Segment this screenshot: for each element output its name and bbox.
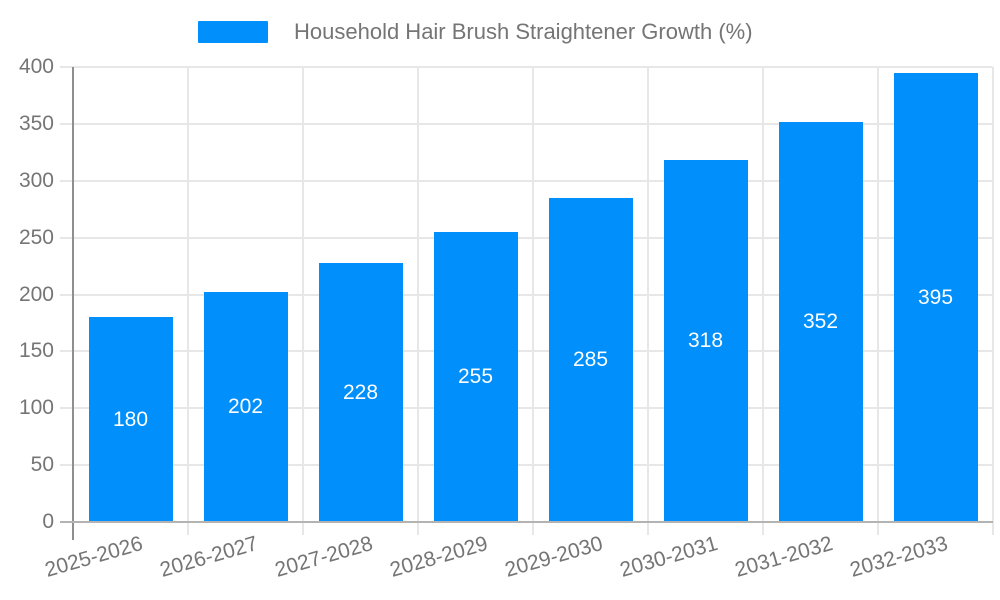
gridline: [762, 67, 764, 535]
gridline: [60, 180, 993, 182]
bar[interactable]: 318: [663, 160, 748, 522]
gridline: [647, 67, 649, 535]
bar[interactable]: 255: [433, 232, 518, 522]
bar[interactable]: 352: [778, 122, 863, 522]
gridline: [992, 67, 994, 535]
gridline: [302, 67, 304, 535]
bar-value-label: 202: [227, 395, 264, 418]
y-tick-label: 350: [18, 112, 54, 135]
gridline: [60, 407, 993, 409]
bar-value-label: 318: [687, 329, 724, 352]
gridline: [60, 237, 993, 239]
bar-value-label: 180: [112, 407, 149, 431]
gridline: [60, 464, 993, 466]
y-tick-label: 150: [18, 339, 54, 362]
bar[interactable]: 202: [203, 292, 288, 522]
bar[interactable]: 285: [548, 198, 633, 522]
gridline: [417, 67, 419, 535]
bar[interactable]: 180: [88, 317, 173, 522]
plot-area: 0 50 100 150 200 250 300 350 400 180 2025-2026 202 2…: [19, 55, 994, 582]
gridline: [60, 350, 993, 352]
bar[interactable]: 228: [318, 263, 403, 522]
gridline: [532, 67, 534, 535]
y-tick-label: 400: [18, 55, 54, 78]
bar-value-label: 352: [802, 310, 839, 333]
y-tick-label: 0: [42, 510, 54, 533]
bar[interactable]: 395: [893, 73, 978, 522]
bar-value-label: 285: [572, 348, 609, 371]
bar-value-label: 255: [457, 365, 494, 388]
y-tick-label: 100: [18, 396, 54, 419]
y-tick-label: 250: [18, 226, 54, 249]
gridline: [60, 66, 993, 68]
gridline: [877, 67, 879, 535]
gridline: [187, 67, 189, 535]
bar-value-label: 395: [917, 285, 954, 309]
y-tick-label: 200: [18, 283, 54, 306]
y-tick-label: 300: [18, 169, 54, 192]
legend-swatch: [198, 21, 268, 43]
bar-value-label: 228: [342, 380, 379, 404]
legend-item[interactable]: Household Hair Brush Straightener Growth…: [198, 19, 753, 45]
legend-label: Household Hair Brush Straightener Growth…: [294, 19, 753, 44]
x-axis-line: [60, 521, 993, 523]
gridline: [60, 123, 993, 125]
y-tick-label: 50: [30, 453, 54, 476]
gridline: [60, 294, 993, 296]
y-axis-line: [72, 67, 74, 540]
legend: Household Hair Brush Straightener Growth…: [198, 19, 753, 45]
